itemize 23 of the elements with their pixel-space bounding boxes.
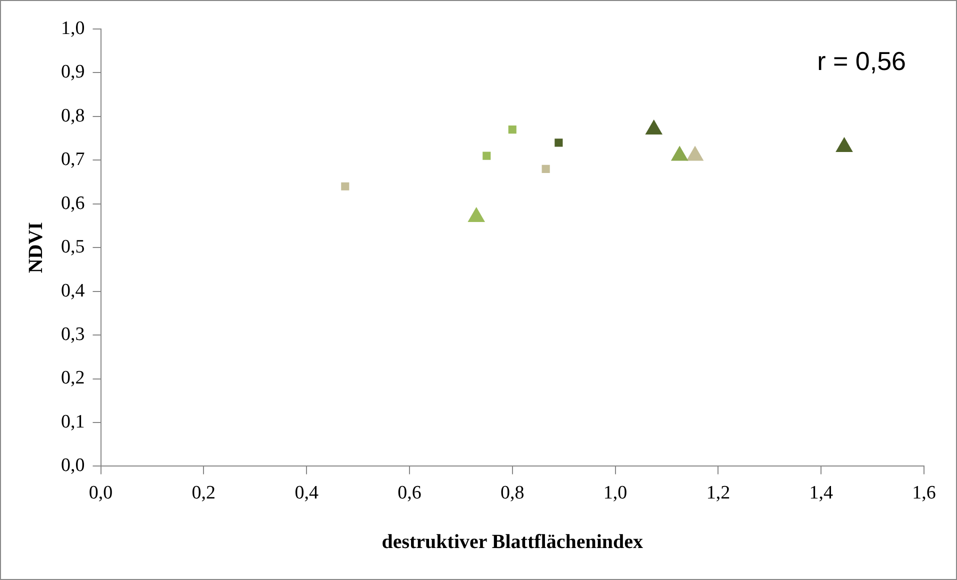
- x-tick-label: 1,6: [912, 482, 936, 504]
- x-axis-title: destruktiver Blattflächenindex: [382, 531, 644, 554]
- x-tick-label: 1,2: [706, 482, 730, 504]
- y-tick-label: 0,3: [61, 324, 85, 346]
- x-tick-label: 0,6: [398, 482, 422, 504]
- x-tick-label: 0,8: [500, 482, 524, 504]
- x-tick-label: 0,0: [88, 482, 113, 504]
- y-tick-label: 0,6: [61, 192, 85, 214]
- y-tick-label: 0,4: [61, 280, 86, 302]
- x-tick-label: 0,4: [294, 482, 319, 504]
- x-tick-label: 1,4: [809, 482, 834, 504]
- y-tick-label: 0,8: [61, 105, 85, 126]
- y-tick-label: 0,7: [61, 149, 85, 170]
- y-axis-title: NDVI: [25, 222, 48, 274]
- y-tick-label: 0,0: [61, 455, 85, 476]
- y-tick-label: 0,9: [61, 62, 85, 83]
- x-tick-label: 0,2: [192, 482, 216, 504]
- y-tick-label: 1,0: [61, 18, 85, 39]
- x-tick-label: 1,0: [603, 482, 628, 504]
- annotation: r = 0,56: [817, 46, 906, 76]
- y-tick-label: 0,2: [61, 368, 85, 389]
- y-tick-label: 0,1: [61, 411, 85, 432]
- y-tick-label: 0,5: [61, 236, 85, 258]
